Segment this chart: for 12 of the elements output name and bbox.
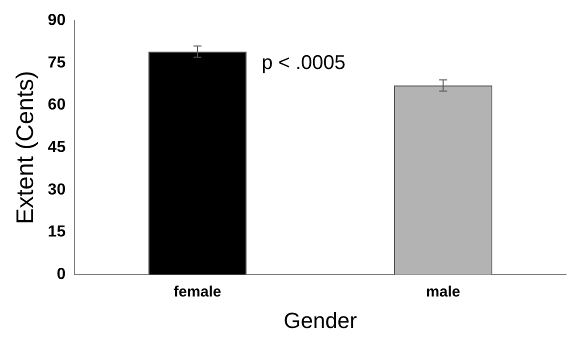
x-axis-title: Gender bbox=[284, 308, 357, 333]
y-axis-title: Extent (Cents) bbox=[12, 70, 40, 224]
annotation: p < .0005 bbox=[262, 52, 346, 74]
y-tick-label: 90 bbox=[48, 12, 66, 30]
y-tick-label: 60 bbox=[48, 96, 66, 114]
y-tick-label: 0 bbox=[56, 266, 66, 284]
y-tick-label: 75 bbox=[48, 54, 66, 72]
y-tick-label: 45 bbox=[48, 139, 66, 156]
x-tick-label: male bbox=[426, 284, 460, 301]
y-tick-label: 15 bbox=[48, 224, 66, 241]
x-tick-label: female bbox=[174, 284, 222, 301]
y-tick-label: 30 bbox=[48, 181, 66, 198]
